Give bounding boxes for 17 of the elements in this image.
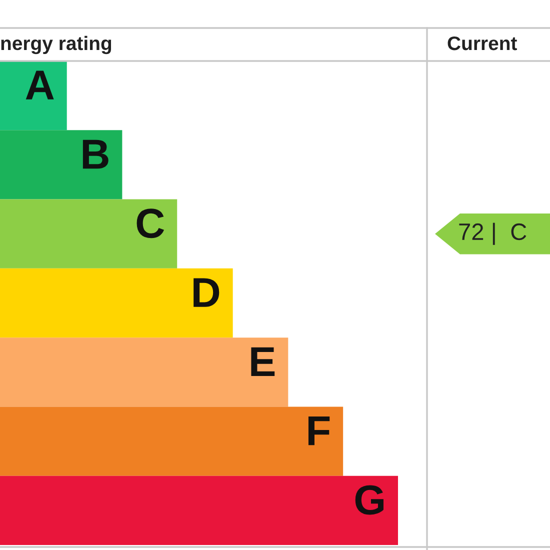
bar xyxy=(0,338,288,407)
bar xyxy=(0,476,398,545)
bar xyxy=(0,130,122,200)
text: Current xyxy=(448,36,517,50)
chart-title: nergy rating xyxy=(1,36,112,54)
bar xyxy=(0,61,67,130)
bar xyxy=(0,406,344,476)
y-tick-label: G xyxy=(355,485,384,515)
y-tick-label: A xyxy=(26,70,54,100)
y-tick-label: E xyxy=(251,347,275,376)
y-tick-label: C xyxy=(136,208,164,238)
y-tick-label: B xyxy=(82,140,108,169)
bar xyxy=(0,199,178,268)
y-tick-label: D xyxy=(194,278,220,307)
text: 72 | C xyxy=(459,222,526,245)
bar xyxy=(0,268,233,338)
y-tick-label: F xyxy=(308,416,330,446)
